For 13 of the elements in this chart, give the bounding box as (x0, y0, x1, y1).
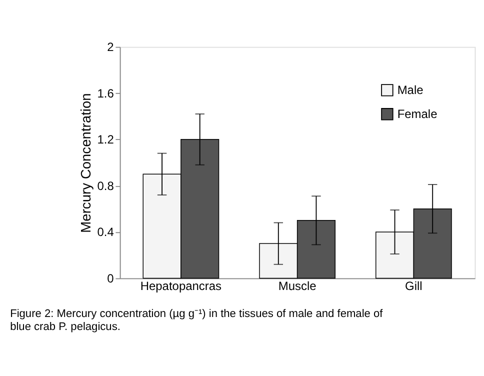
y-tick-label: 2 (107, 40, 114, 54)
x-tick-label: Muscle (278, 278, 317, 293)
y-tick-label: 0.4 (97, 225, 114, 240)
y-tick-label: 1.2 (97, 132, 114, 147)
y-tick-label: 1.6 (97, 86, 114, 100)
y-axis-title: Mercury Concentration (78, 93, 94, 233)
y-tick-label: 0 (107, 271, 114, 286)
x-tick-label: Hepatopancras (140, 278, 222, 293)
caption: Figure 2: Mercury concentration (µg g⁻¹) in the tissues of male and female of blue crab P. pelagicus. (10, 308, 384, 333)
y-tick-label: 0.8 (97, 178, 114, 193)
x-tick-label: Gill (405, 278, 422, 293)
legend-label: Male (397, 82, 424, 97)
legend-label: Female (397, 106, 438, 121)
